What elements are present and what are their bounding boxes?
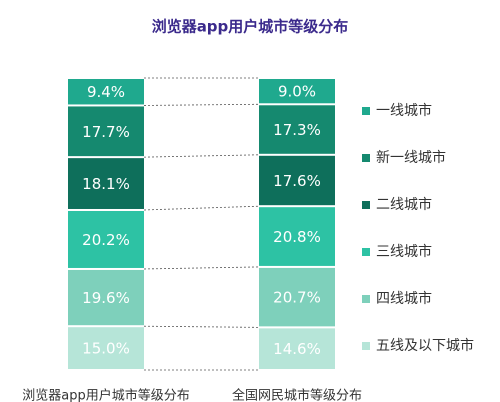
- legend-swatch: [362, 154, 370, 162]
- connector: [143, 205, 260, 211]
- legend-label: 三线城市: [376, 243, 432, 260]
- legend-label: 新一线城市: [376, 149, 446, 166]
- bar-segment: [259, 328, 335, 369]
- bar-segment: [259, 207, 335, 266]
- legend-swatch: [362, 201, 370, 209]
- value-label: 9.0%: [278, 83, 316, 101]
- connector: [143, 154, 260, 158]
- bar-segment: [259, 79, 335, 104]
- bar-segment: [68, 79, 144, 105]
- x-tick-label: 浏览器app用户城市等级分布: [22, 388, 189, 402]
- bar-segment: [68, 210, 144, 268]
- value-label: 20.8%: [273, 228, 321, 246]
- legend-swatch: [362, 107, 370, 115]
- bar-segment: [259, 267, 335, 327]
- value-label: 18.1%: [82, 175, 130, 193]
- connector: [143, 103, 260, 106]
- value-label: 20.7%: [273, 289, 321, 307]
- legend-label: 二线城市: [376, 196, 432, 213]
- chart-title: 浏览器app用户城市等级分布: [152, 18, 349, 36]
- value-label: 20.2%: [82, 231, 130, 249]
- bar-segment: [68, 327, 144, 369]
- legend-label: 四线城市: [376, 290, 432, 307]
- value-label: 17.7%: [82, 123, 130, 141]
- value-label: 17.6%: [273, 172, 321, 190]
- value-label: 17.3%: [273, 121, 321, 139]
- value-label: 14.6%: [273, 340, 321, 358]
- value-label: 15.0%: [82, 340, 130, 358]
- connector: [143, 325, 260, 328]
- bar-segment: [68, 106, 144, 157]
- bar-segment: [68, 269, 144, 326]
- value-label: 9.4%: [87, 83, 125, 101]
- value-label: 19.6%: [82, 289, 130, 307]
- legend-swatch: [362, 342, 370, 350]
- bar-segment: [259, 105, 335, 154]
- bar-segment: [68, 158, 144, 209]
- connector: [143, 266, 260, 270]
- legend-swatch: [362, 295, 370, 303]
- x-tick-label: 全国网民城市等级分布: [232, 388, 362, 402]
- bar-segment: [259, 155, 335, 206]
- legend-label: 一线城市: [376, 102, 432, 119]
- legend-swatch: [362, 248, 370, 256]
- legend-label: 五线及以下城市: [376, 337, 474, 354]
